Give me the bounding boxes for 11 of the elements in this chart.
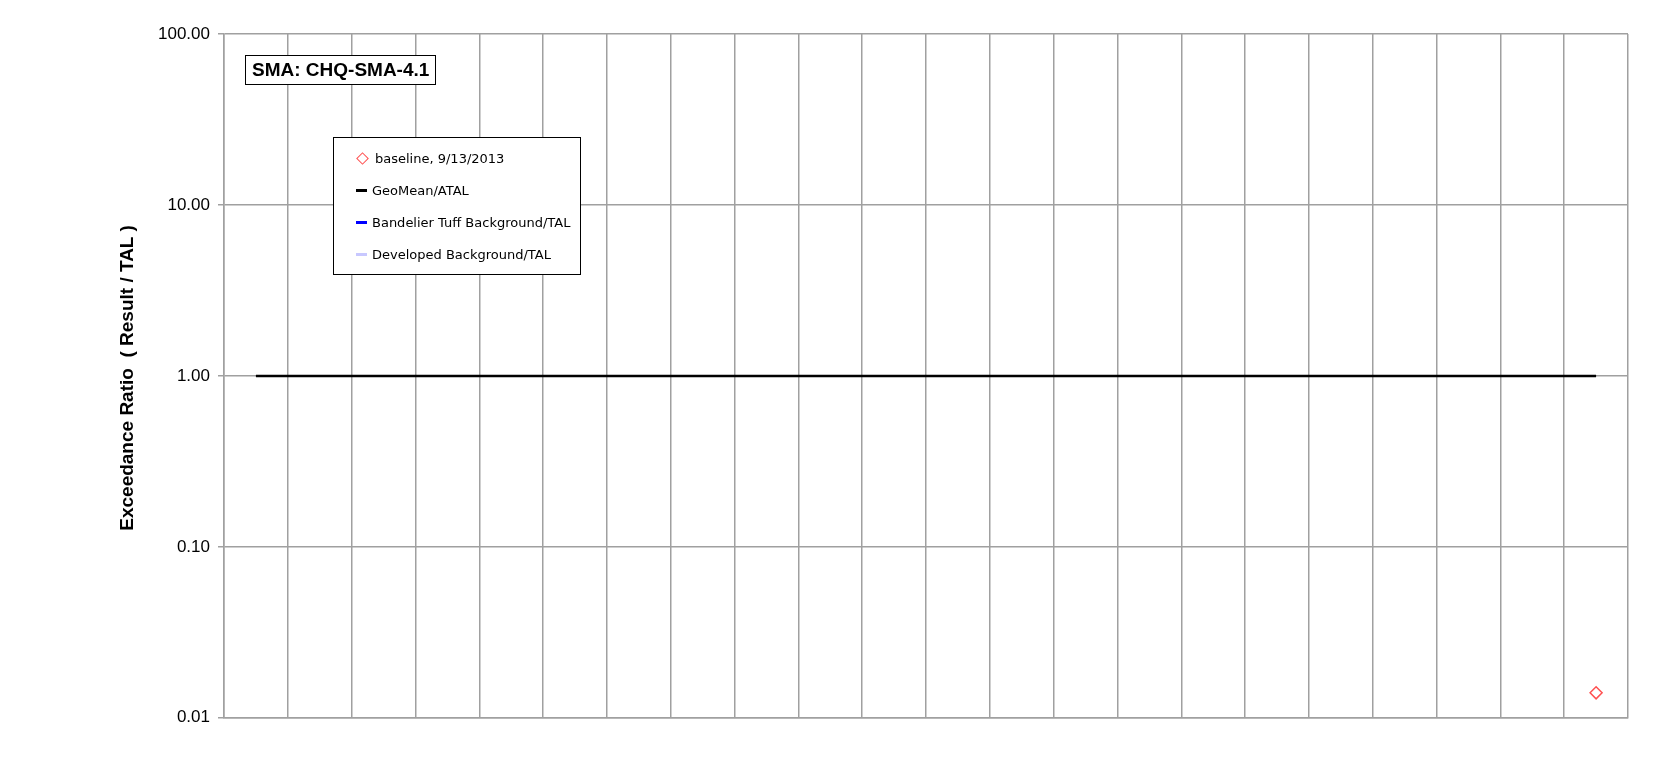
legend-label: Bandelier Tuff Background/TAL bbox=[372, 214, 571, 230]
legend-label: baseline, 9/13/2013 bbox=[375, 150, 505, 166]
y-tick-label: 1.00 bbox=[176, 365, 210, 385]
y-tick-label: 10.00 bbox=[167, 194, 210, 214]
y-tick-label: 0.01 bbox=[176, 707, 210, 727]
y-tick-label: 100.00 bbox=[158, 23, 210, 43]
y-axis-title: Exceedance Ratio ( Result / TAL ) bbox=[116, 225, 138, 531]
legend-label: GeoMean/ATAL bbox=[372, 182, 469, 198]
y-tick-label: 0.10 bbox=[176, 536, 210, 556]
text: SMA: CHQ-SMA-4.1 bbox=[245, 55, 437, 85]
legend-label: Developed Background/TAL bbox=[372, 246, 551, 262]
